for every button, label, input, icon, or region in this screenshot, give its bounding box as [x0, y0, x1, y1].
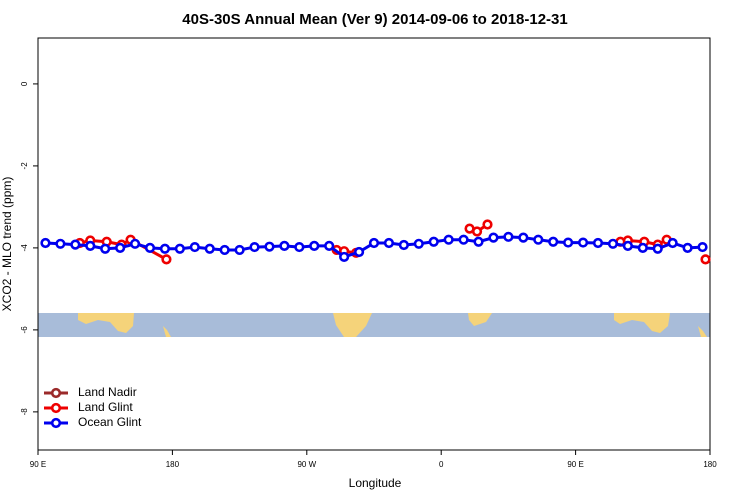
- data-point: [592, 237, 604, 249]
- data-point: [100, 243, 111, 254]
- data-point: [115, 242, 126, 253]
- data-point: [482, 219, 493, 230]
- data-point: [383, 237, 395, 249]
- chart-title: 40S-30S Annual Mean (Ver 9) 2014-09-06 t…: [182, 11, 567, 28]
- data-point: [144, 242, 156, 253]
- data-point: [161, 254, 172, 265]
- data-point: [548, 236, 559, 247]
- data-point: [413, 238, 424, 249]
- x-tick-label: 0: [439, 460, 444, 469]
- data-point: [219, 244, 230, 256]
- data-point: [622, 240, 633, 251]
- y-tick-label: -2: [20, 162, 29, 170]
- data-point: [563, 237, 574, 248]
- y-tick-label: 0: [20, 81, 29, 86]
- data-point: [55, 238, 66, 249]
- data-point: [294, 241, 305, 253]
- data-point: [652, 243, 663, 254]
- data-point: [443, 234, 454, 245]
- data-point: [667, 237, 678, 249]
- plot-frame: [37, 37, 711, 451]
- y-tick-label: -6: [20, 326, 29, 334]
- y-tick-label: -8: [20, 408, 29, 416]
- legend-label: Ocean Glint: [78, 415, 142, 429]
- data-point: [70, 239, 81, 250]
- data-point: [607, 238, 619, 249]
- data-point: [428, 236, 439, 247]
- data-point: [697, 241, 708, 253]
- y-axis-label: XCO2 - MLO trend (ppm): [0, 177, 14, 312]
- data-point: [473, 236, 484, 247]
- legend-marker: [50, 417, 62, 429]
- legend-label: Land Nadir: [78, 385, 137, 399]
- data-point: [458, 234, 469, 245]
- data-point: [129, 238, 141, 249]
- x-tick-label: 90 E: [30, 460, 46, 469]
- y-tick-label: -4: [20, 244, 29, 252]
- data-point: [85, 240, 96, 251]
- data-point: [577, 237, 589, 248]
- data-point: [503, 231, 514, 242]
- x-tick-label: 90 E: [567, 460, 583, 469]
- data-point: [368, 237, 380, 249]
- data-point: [533, 234, 544, 245]
- legend-label: Land Glint: [78, 400, 133, 414]
- data-point: [279, 240, 290, 251]
- data-point: [518, 232, 529, 243]
- data-point: [339, 251, 350, 263]
- data-point: [353, 246, 365, 258]
- x-axis-label: Longitude: [349, 476, 402, 490]
- data-point: [637, 242, 648, 253]
- data-point: [309, 240, 320, 251]
- data-point: [40, 237, 51, 249]
- data-point: [174, 243, 185, 254]
- data-point: [249, 241, 260, 253]
- data-point: [682, 242, 693, 253]
- data-point: [488, 232, 499, 243]
- data-point: [189, 241, 200, 253]
- x-tick-label: 180: [166, 460, 180, 469]
- data-point: [471, 226, 483, 237]
- legend-marker: [50, 402, 62, 414]
- data-point: [398, 239, 409, 251]
- map-strip: [38, 313, 710, 337]
- x-tick-label: 180: [703, 460, 717, 469]
- data-point: [700, 254, 711, 265]
- data-point: [324, 240, 335, 251]
- legend-marker: [50, 387, 62, 399]
- x-tick-label: 90 W: [297, 460, 316, 469]
- data-point: [204, 243, 215, 254]
- data-point: [264, 241, 275, 252]
- data-point: [234, 244, 245, 256]
- data-point: [159, 243, 171, 254]
